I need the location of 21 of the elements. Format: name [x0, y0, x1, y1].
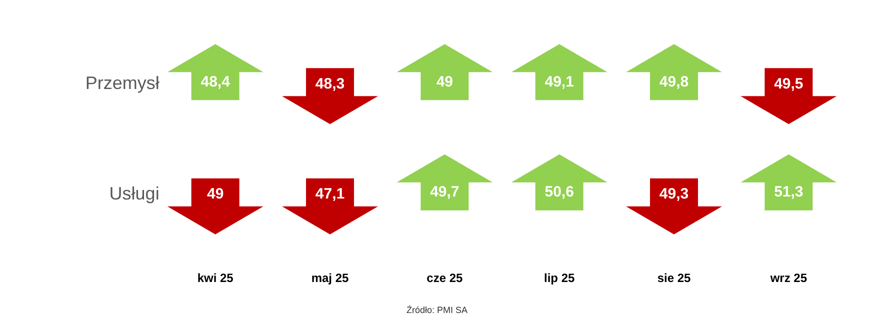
- series-label: Przemysł: [85, 73, 160, 94]
- category-label: cze 25: [426, 271, 464, 286]
- data-label: 49: [206, 186, 224, 203]
- data-label: 49,1: [544, 73, 574, 90]
- data-label: 48,4: [200, 73, 231, 90]
- data-label: 50,6: [544, 184, 574, 201]
- category-label: maj 25: [311, 271, 350, 286]
- data-label: 49,3: [659, 186, 689, 203]
- series-label: Usługi: [109, 183, 160, 204]
- text: Źródło: PMI SA: [406, 305, 468, 315]
- data-label: 47,1: [315, 186, 345, 203]
- category-label: lip 25: [544, 271, 575, 286]
- data-label: 51,3: [774, 184, 804, 201]
- data-label: 49: [436, 73, 454, 90]
- data-label: 49,5: [774, 75, 804, 92]
- category-label: wrz 25: [769, 271, 808, 286]
- data-label: 48,3: [315, 75, 345, 92]
- data-label: 49,7: [430, 184, 460, 201]
- category-label: kwi 25: [197, 271, 234, 286]
- data-label: 49,8: [659, 73, 689, 90]
- category-label: sie 25: [657, 271, 691, 286]
